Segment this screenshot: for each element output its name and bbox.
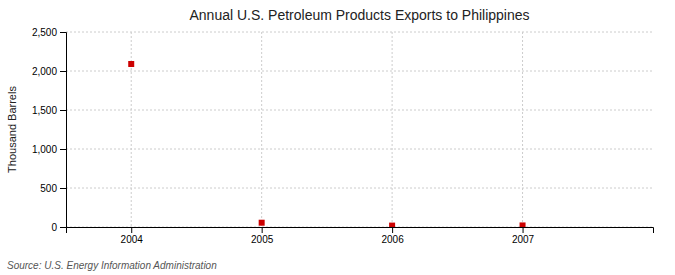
x-tick-label: 2004 [121,234,144,245]
grid-line-y [66,71,653,72]
y-axis: 0 500 1,000 1,500 2,000 2,500 [32,27,67,233]
grid-line-y [66,188,653,189]
grid-line-y [66,149,653,150]
annotation: Source: U.S. Energy Information Administ… [7,260,217,271]
y-tick-label: 2,500 [32,27,57,38]
y-tick-mark [60,110,66,111]
y-tick-mark [60,71,66,72]
y-tick: 500 [40,183,66,194]
y-tick-mark [60,32,66,33]
x-tick-label: 2007 [512,234,535,245]
grid [66,32,653,227]
x-tick: 2005 [251,227,274,245]
x-tick-mark [392,227,393,233]
grid-line-x [392,32,393,227]
y-tick-label: 1,500 [32,105,57,116]
y-tick: 0 [51,222,66,233]
x-tick-mark [131,227,132,233]
x-tick: 2006 [381,227,404,245]
x-tick-label: 2005 [251,234,274,245]
grid-line-x [522,32,523,227]
y-tick: 1,500 [32,105,66,116]
grid-line-y [66,32,653,33]
x-tick-mark [523,227,524,233]
y-axis-title: Thousand Barrels [6,86,18,173]
y-tick-label: 500 [40,183,57,194]
title: Annual U.S. Petroleum Products Exports t… [189,7,529,23]
y-tick: 2,500 [32,27,66,38]
plot: 2004 2005 2006 2007 0 500 1,000 1,500 2,000 2,500 [32,27,654,245]
x-axis: 2004 2005 2006 2007 [67,227,654,245]
x-axis-line [67,228,654,234]
y-tick-mark [60,149,66,150]
y-tick-mark [60,227,66,228]
y-tick-mark [60,188,66,189]
grid-line-x [261,32,262,227]
y-tick-label: 2,000 [32,66,57,77]
x-tick: 2007 [512,227,535,245]
y-tick: 1,000 [32,144,66,155]
point [128,61,134,67]
x-tick: 2004 [121,227,144,245]
y-tick: 2,000 [32,66,66,77]
point [259,220,265,226]
point [520,222,526,227]
x-tick-mark [262,227,263,233]
grid-line-y [66,110,653,111]
chart: 2004 2005 2006 2007 0 500 1,000 1,500 2,000 2,500… [0,0,675,275]
point [389,223,395,227]
y-axis-line [60,33,67,228]
points [128,61,525,227]
x-tick-label: 2006 [381,234,404,245]
y-tick-label: 0 [51,222,57,233]
y-tick-label: 1,000 [32,144,57,155]
